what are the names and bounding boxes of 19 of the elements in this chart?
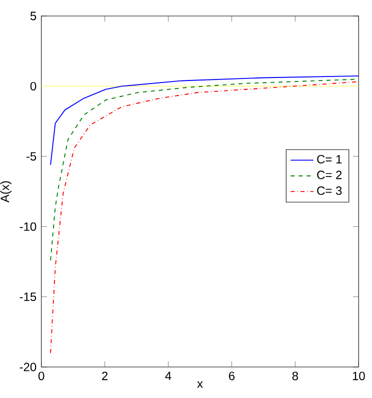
x-tick-label: 4: [165, 372, 172, 380]
y-tick-label: -10: [20, 222, 36, 231]
line-series: [50, 75, 359, 166]
x-tick-label: 2: [102, 372, 108, 380]
line-series: [50, 81, 359, 354]
y-tick-label: -5: [26, 152, 36, 161]
x-axis-title: x: [197, 381, 203, 388]
y-tick-label: -20: [20, 362, 36, 372]
x-tick-label: 8: [292, 372, 298, 380]
y-axis-title: A(x): [0, 181, 12, 202]
y-tick-label: 5: [30, 12, 36, 20]
x-tick-label: 6: [229, 372, 235, 380]
y-tick-label: -15: [20, 292, 36, 301]
legend-label: C= 2: [317, 170, 342, 180]
x-tick-label: 0: [38, 372, 44, 380]
legend-label: C= 1: [317, 154, 342, 164]
legend-label: C= 3: [317, 186, 342, 195]
x-tick-label: 10: [352, 372, 365, 380]
y-tick-label: 0: [30, 82, 36, 90]
